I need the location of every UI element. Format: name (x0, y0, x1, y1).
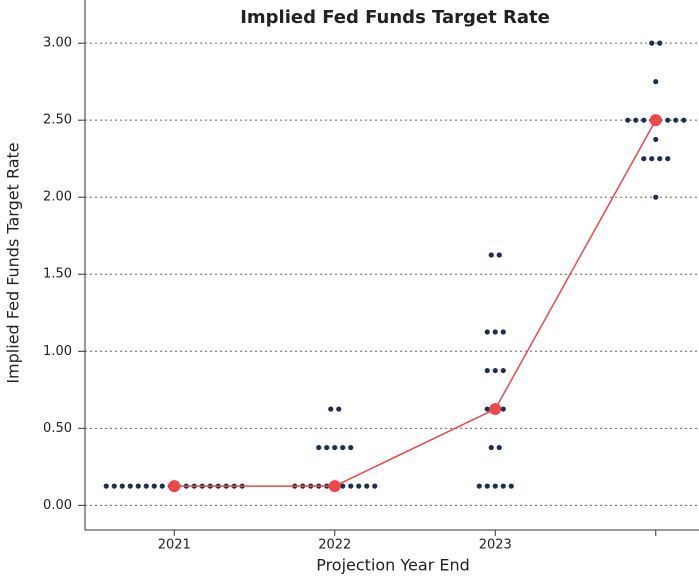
dot (127, 483, 133, 489)
dot (508, 483, 514, 489)
dot (324, 444, 330, 451)
dot (328, 406, 334, 412)
median-dot (328, 480, 341, 493)
dot (500, 367, 506, 374)
y-tick-label: 2.00 (43, 190, 72, 205)
dot (500, 483, 506, 489)
dot (657, 40, 663, 46)
dot (649, 40, 655, 46)
dot (135, 483, 141, 489)
dot (484, 483, 490, 489)
dot (492, 329, 498, 335)
dot (159, 483, 165, 489)
dot (484, 367, 490, 374)
dot (348, 483, 354, 489)
dot (488, 252, 494, 258)
dot (151, 483, 157, 489)
x-tick-label: 2021 (158, 538, 191, 553)
y-tick-label: 1.00 (43, 344, 72, 359)
dot (332, 444, 338, 451)
dot (316, 444, 322, 451)
dot (496, 444, 502, 451)
dot (657, 156, 663, 162)
y-tick-label: 0.00 (43, 498, 72, 513)
dot (484, 406, 490, 412)
y-tick-label: 3.00 (43, 36, 72, 51)
dot (500, 406, 506, 412)
dot (641, 156, 647, 162)
dot (649, 156, 655, 162)
dot (484, 329, 490, 335)
dot (372, 483, 378, 489)
dot (665, 117, 671, 123)
dot (119, 483, 125, 489)
dot (143, 483, 149, 489)
dot (111, 483, 117, 489)
x-tick-label: 2023 (479, 538, 512, 553)
y-tick-label: 0.50 (43, 421, 72, 436)
chart-title: Implied Fed Funds Target Rate (240, 7, 550, 28)
dot (492, 483, 498, 489)
median-dot (649, 114, 662, 127)
dot (665, 156, 671, 162)
median-line (174, 119, 657, 487)
dot (681, 117, 687, 123)
dot (653, 194, 659, 200)
dot (336, 406, 342, 412)
y-tick-label: 1.50 (43, 267, 72, 282)
dot (340, 444, 346, 451)
median-dot (168, 480, 181, 493)
dot (476, 483, 482, 489)
dot (633, 117, 639, 123)
y-axis-label: Implied Fed Funds Target Rate (4, 142, 23, 383)
dot (653, 136, 659, 143)
dot (673, 117, 679, 123)
x-axis-label: Projection Year End (316, 556, 470, 575)
dot (492, 367, 498, 374)
dot (103, 483, 109, 489)
median-dot (489, 403, 502, 416)
dot (500, 329, 506, 335)
dot (364, 483, 370, 489)
dot (356, 483, 362, 489)
dot (348, 444, 354, 451)
dot (641, 117, 647, 123)
dot (340, 483, 346, 489)
x-tick-label: 2022 (318, 538, 351, 553)
dot (488, 444, 494, 451)
dot (625, 117, 631, 123)
dot (653, 79, 659, 85)
dot (496, 252, 502, 258)
y-tick-label: 2.50 (43, 113, 72, 128)
